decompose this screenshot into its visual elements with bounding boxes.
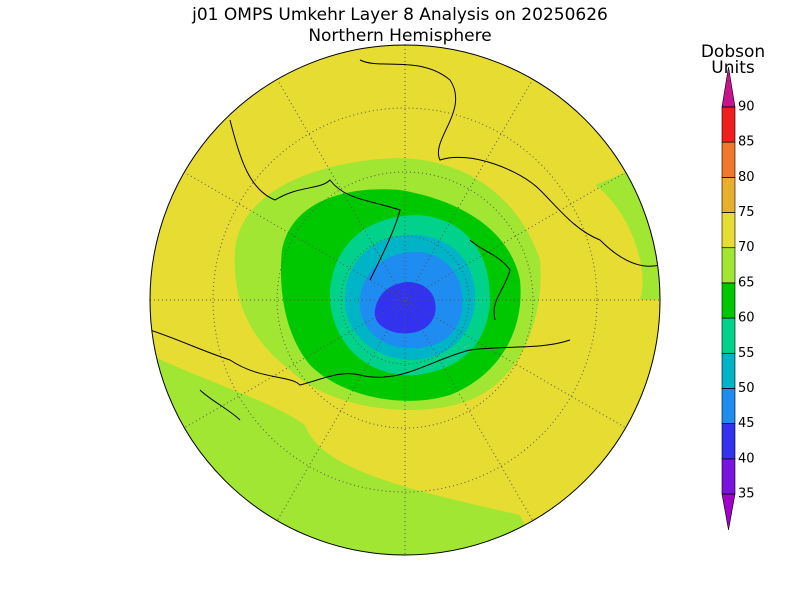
colorbar-tick-label: 50: [738, 381, 755, 396]
colorbar-segment: [721, 388, 736, 424]
colorbar-segment: [721, 106, 736, 143]
colorbar-segment: [721, 141, 736, 178]
colorbar-label: Dobson: [701, 42, 765, 62]
colorbar-tick-label: 55: [738, 346, 755, 361]
colorbar-segment: [721, 352, 736, 389]
graticule: [150, 45, 660, 555]
coastlines: [150, 59, 660, 421]
colorbar-tick-label: 65: [738, 275, 755, 290]
colorbar-tick-label: 80: [738, 170, 755, 185]
colorbar-label: Units: [711, 58, 755, 78]
map-subtitle: Northern Hemisphere: [308, 26, 491, 46]
colorbar-tick-label: 35: [738, 487, 755, 502]
colorbar-tick-label: 60: [738, 311, 755, 326]
colorbar-tick-label: 70: [738, 240, 755, 255]
colorbar-tick-label: 75: [738, 205, 755, 220]
colorbar-segment: [721, 212, 736, 249]
map-border: [149, 44, 661, 556]
colorbar-tick-label: 90: [738, 100, 755, 115]
colorbar-segment: [721, 423, 736, 460]
map-title: j01 OMPS Umkehr Layer 8 Analysis on 2025…: [191, 5, 608, 25]
colorbar-tick-label: 45: [738, 416, 755, 431]
colorbar-segment: [721, 282, 736, 319]
colorbar-segment: [721, 247, 736, 284]
field-40: [374, 282, 436, 334]
colorbar-segment: [721, 458, 736, 495]
colorbar-tick-label: 85: [738, 135, 755, 150]
colorbar-tick-label: 40: [738, 451, 755, 466]
colorbar-segment: [721, 317, 736, 354]
colorbar-segment: [721, 177, 736, 213]
